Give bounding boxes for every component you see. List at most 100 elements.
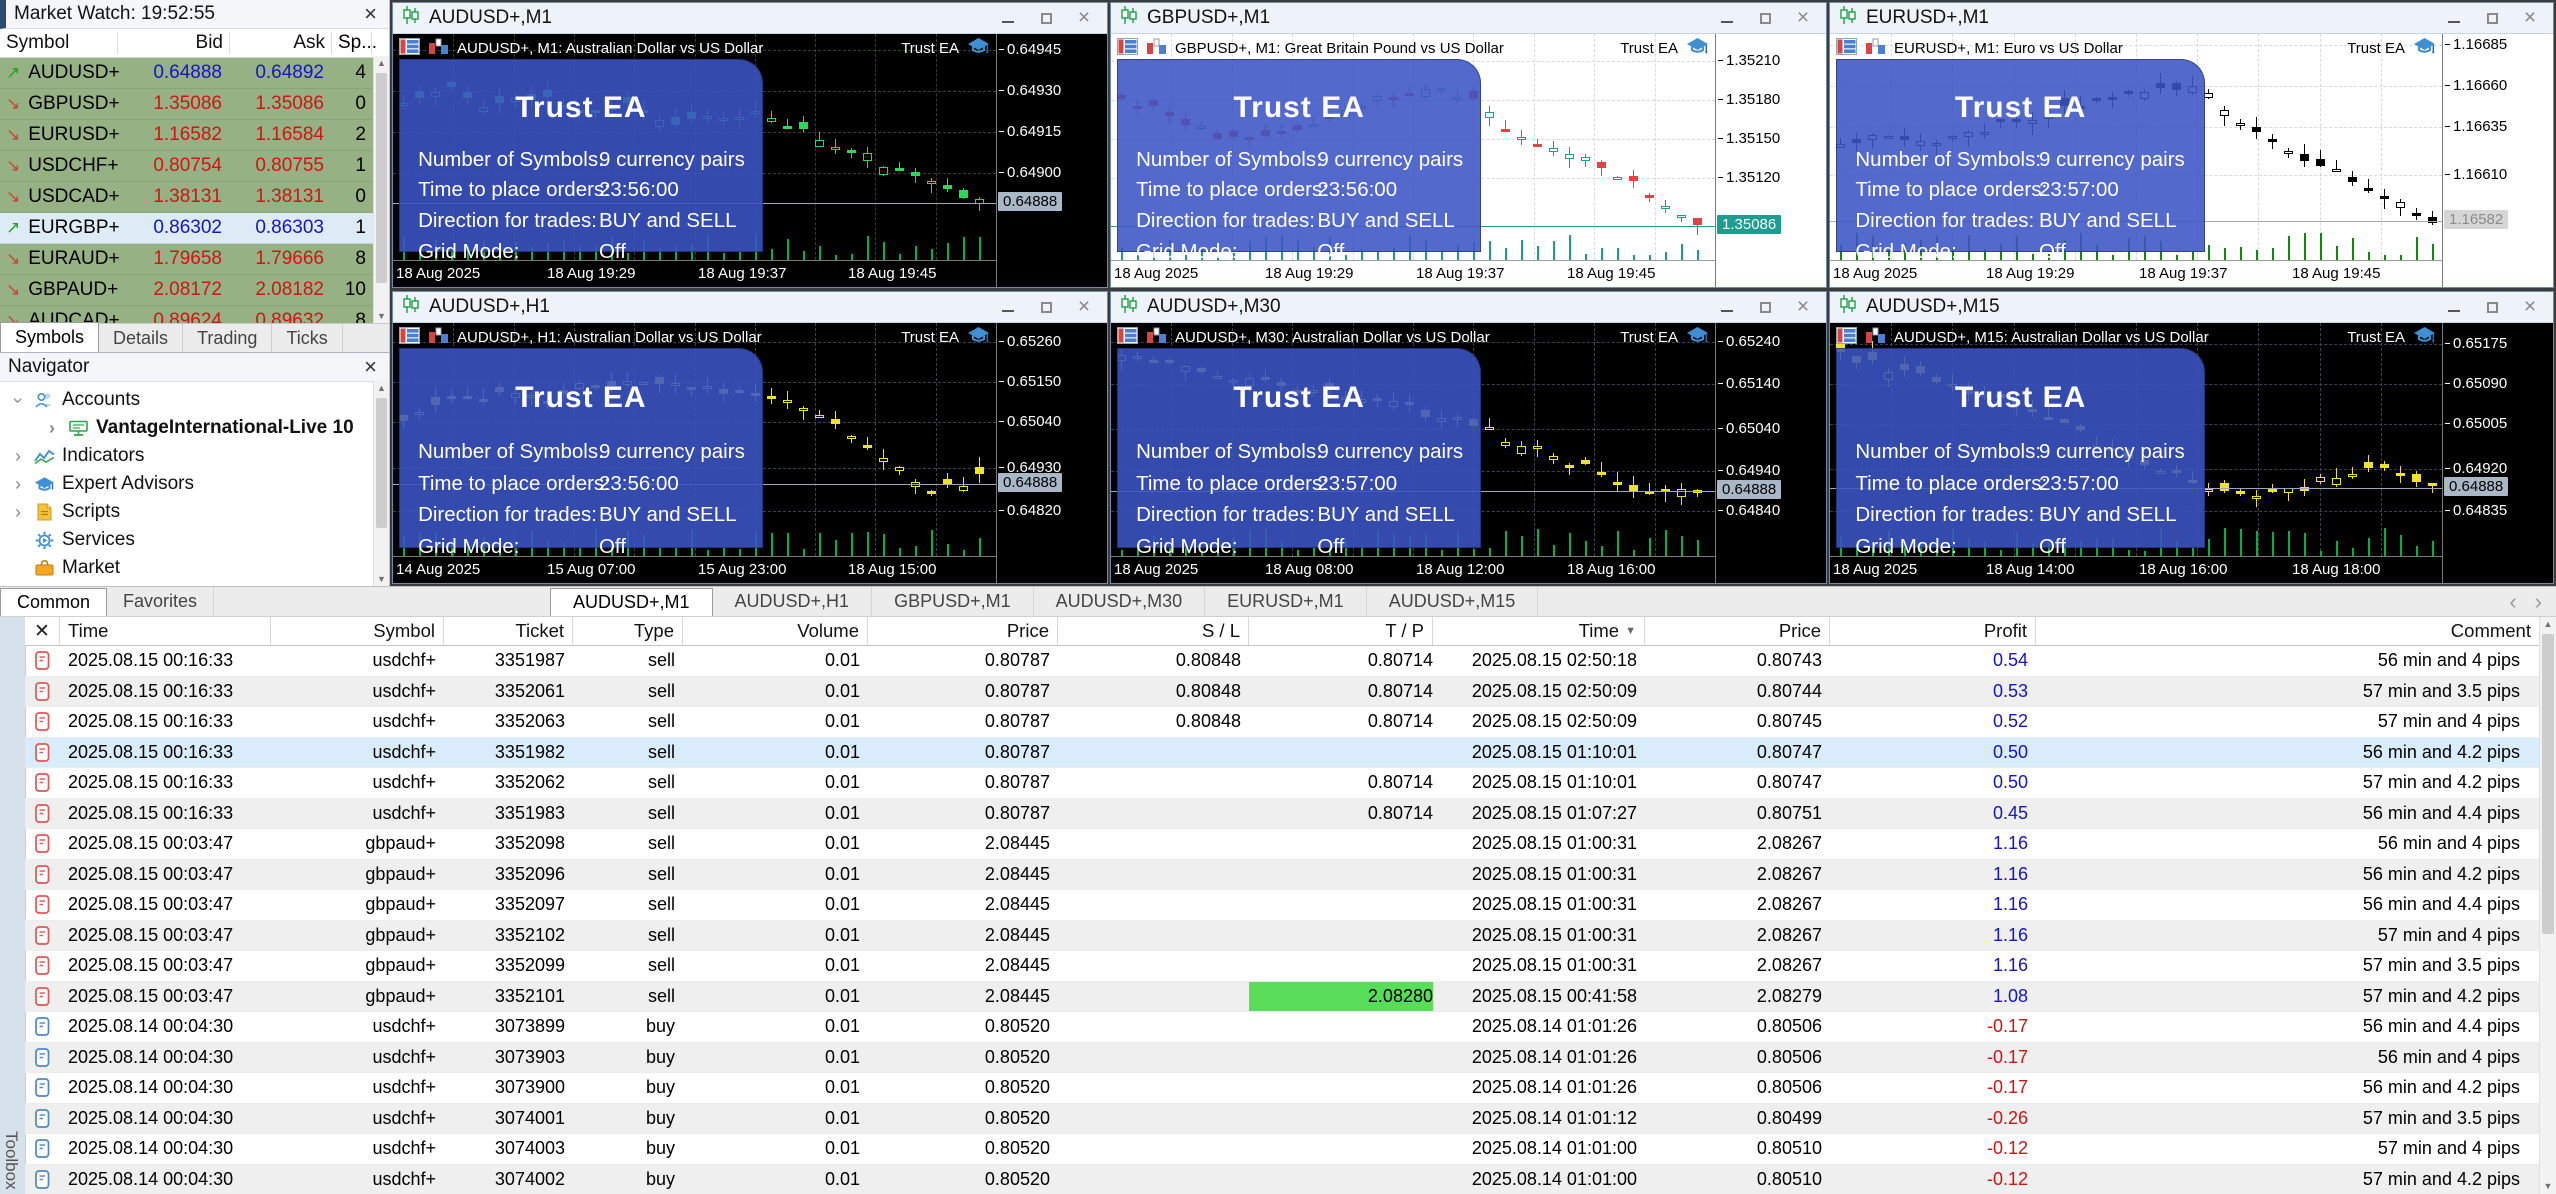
maximize-button[interactable] <box>1750 301 1780 313</box>
history-row[interactable]: 2025.08.15 00:16:33 usdchf+ 3351982 sell 0.0… <box>25 737 2540 768</box>
scroll-up-icon[interactable]: ▲ <box>2543 619 2553 629</box>
tab-ticks[interactable]: Ticks <box>272 324 343 352</box>
history-row[interactable]: 2025.08.14 00:04:30 usdchf+ 3074003 buy 0.01… <box>25 1134 2540 1165</box>
navigator-item-vantageinternational-live-10[interactable]: › VantageInternational-Live 10 <box>0 414 389 442</box>
history-row[interactable]: 2025.08.15 00:03:47 gbpaud+ 3352097 sell 0.0… <box>25 890 2540 921</box>
grid-panel-icon[interactable] <box>399 326 420 348</box>
column-header-profit[interactable]: Profit <box>1830 617 2036 645</box>
history-row[interactable]: 2025.08.15 00:03:47 gbpaud+ 3352098 sell 0.0… <box>25 829 2540 860</box>
history-row[interactable]: 2025.08.15 00:03:47 gbpaud+ 3352102 sell 0.0… <box>25 920 2540 951</box>
chart-plot-area[interactable]: AUDUSD+, M15: Australian Dollar vs US Do… <box>1830 323 2443 556</box>
scrollbar-thumb[interactable] <box>376 73 387 283</box>
chevron-right-icon[interactable]: › <box>49 417 55 438</box>
market-watch-row[interactable]: ↗ EURGBP+ 0.86302 0.86303 1 <box>0 213 389 244</box>
column-header-symbol[interactable]: Symbol <box>271 617 444 645</box>
chart-window-titlebar[interactable]: GBPUSD+,M1 × <box>1111 3 1826 34</box>
column-header-time-close[interactable]: Time ▼ <box>1433 617 1645 645</box>
market-watch-row[interactable]: ↘ GBPAUD+ 2.08172 2.08182 10 <box>0 275 389 306</box>
maximize-button[interactable] <box>2477 12 2507 24</box>
minimize-button[interactable] <box>2439 302 2469 312</box>
close-button[interactable]: × <box>2523 295 2537 318</box>
history-row[interactable]: 2025.08.15 00:03:47 gbpaud+ 3352101 sell 0.0… <box>25 981 2540 1012</box>
minimize-button[interactable] <box>993 13 1023 23</box>
scroll-down-icon[interactable]: ▼ <box>2543 1181 2553 1191</box>
bars-panel-icon[interactable] <box>1865 327 1886 348</box>
close-icon[interactable]: × <box>364 354 377 379</box>
scrollbar-thumb[interactable] <box>2542 634 2554 934</box>
chevron-down-icon[interactable]: › <box>8 397 29 403</box>
grid-panel-icon[interactable] <box>1836 326 1857 348</box>
grid-panel-icon[interactable] <box>1117 37 1138 59</box>
scroll-up-icon[interactable]: ▲ <box>377 58 386 68</box>
minimize-button[interactable] <box>1712 302 1742 312</box>
column-header-bid[interactable]: Bid <box>118 32 230 54</box>
market-watch-row[interactable]: ↘ GBPUSD+ 1.35086 1.35086 0 <box>0 89 389 120</box>
scroll-up-icon[interactable]: ▲ <box>377 383 386 393</box>
column-header-price[interactable]: Price <box>868 617 1058 645</box>
grid-panel-icon[interactable] <box>399 37 420 59</box>
history-row[interactable]: 2025.08.15 00:03:47 gbpaud+ 3352099 sell 0.0… <box>25 951 2540 982</box>
tab-scroll-right-icon[interactable]: › <box>2534 588 2542 614</box>
bars-panel-icon[interactable] <box>428 327 449 348</box>
tab-favorites[interactable]: Favorites <box>107 587 215 616</box>
column-header-symbol[interactable]: Symbol <box>0 32 118 54</box>
column-header-comment[interactable]: Comment <box>2036 617 2540 645</box>
history-row[interactable]: 2025.08.15 00:16:33 usdchf+ 3351983 sell 0.0… <box>25 798 2540 829</box>
chart-window-titlebar[interactable]: AUDUSD+,H1 × <box>393 292 1107 323</box>
history-row[interactable]: 2025.08.15 00:16:33 usdchf+ 3352063 sell 0.0… <box>25 707 2540 738</box>
history-row[interactable]: 2025.08.15 00:16:33 usdchf+ 3351987 sell 0.0… <box>25 646 2540 677</box>
chart-tab-gbpusd-m1[interactable]: GBPUSD+,M1 <box>872 587 1034 616</box>
close-button[interactable]: × <box>2523 6 2537 29</box>
scroll-down-icon[interactable]: ▼ <box>377 574 386 584</box>
market-watch-scrollbar[interactable]: ▲ ▼ <box>373 56 389 324</box>
navigator-scrollbar[interactable]: ▲ ▼ <box>373 381 389 586</box>
history-row[interactable]: 2025.08.14 00:04:30 usdchf+ 3073903 buy 0.01… <box>25 1042 2540 1073</box>
chevron-right-icon[interactable]: › <box>15 445 21 466</box>
chart-tab-audusd-m1[interactable]: AUDUSD+,M1 <box>550 588 713 616</box>
chart-plot-area[interactable]: GBPUSD+, M1: Great Britain Pound vs US D… <box>1111 34 1716 260</box>
grid-panel-icon[interactable] <box>1836 37 1857 59</box>
history-row[interactable]: 2025.08.15 00:03:47 gbpaud+ 3352096 sell 0.0… <box>25 859 2540 890</box>
navigator-item-scripts[interactable]: › Scripts <box>0 498 389 526</box>
maximize-button[interactable] <box>2477 301 2507 313</box>
grid-panel-icon[interactable] <box>1117 326 1138 348</box>
history-row[interactable]: 2025.08.15 00:16:33 usdchf+ 3352062 sell 0.0… <box>25 768 2540 799</box>
close-icon[interactable]: × <box>364 1 377 26</box>
close-button[interactable]: × <box>1077 6 1091 29</box>
maximize-button[interactable] <box>1031 301 1061 313</box>
chart-window-titlebar[interactable]: EURUSD+,M1 × <box>1830 3 2553 34</box>
chart-tab-audusd-h1[interactable]: AUDUSD+,H1 <box>713 587 873 616</box>
market-watch-row[interactable]: ↘ USDCHF+ 0.80754 0.80755 1 <box>0 151 389 182</box>
minimize-button[interactable] <box>1712 13 1742 23</box>
navigator-item-indicators[interactable]: › Indicators <box>0 442 389 470</box>
chart-plot-area[interactable]: EURUSD+, M1: Euro vs US Dollar Trust EA Tr… <box>1830 34 2443 260</box>
market-watch-row[interactable]: ↘ USDCAD+ 1.38131 1.38131 0 <box>0 182 389 213</box>
column-header-sp[interactable]: Sp... <box>332 32 377 54</box>
history-row[interactable]: 2025.08.14 00:04:30 usdchf+ 3074002 buy 0.01… <box>25 1164 2540 1194</box>
navigator-item-market[interactable]: Market <box>0 554 389 582</box>
column-header-tp[interactable]: T / P <box>1249 617 1433 645</box>
market-watch-row[interactable]: ↘ EURUSD+ 1.16582 1.16584 2 <box>0 120 389 151</box>
navigator-item-services[interactable]: Services <box>0 526 389 554</box>
chart-plot-area[interactable]: AUDUSD+, H1: Australian Dollar vs US Dol… <box>393 323 997 556</box>
bars-panel-icon[interactable] <box>1865 38 1886 59</box>
history-row[interactable]: 2025.08.15 00:16:33 usdchf+ 3352061 sell 0.0… <box>25 676 2540 707</box>
chevron-right-icon[interactable]: › <box>15 501 21 522</box>
chart-plot-area[interactable]: AUDUSD+, M1: Australian Dollar vs US Dol… <box>393 34 997 260</box>
market-watch-row[interactable]: ↗ AUDUSD+ 0.64888 0.64892 4 <box>0 58 389 89</box>
column-header-ask[interactable]: Ask <box>230 32 332 54</box>
tab-scroll-left-icon[interactable]: ‹ <box>2509 588 2517 614</box>
market-watch-row[interactable]: ↘ EURAUD+ 1.79658 1.79666 8 <box>0 244 389 275</box>
close-button[interactable]: × <box>1796 6 1810 29</box>
tab-symbols[interactable]: Symbols <box>0 322 100 352</box>
bars-panel-icon[interactable] <box>1146 327 1167 348</box>
chart-window-titlebar[interactable]: AUDUSD+,M1 × <box>393 3 1107 34</box>
chart-tab-eurusd-m1[interactable]: EURUSD+,M1 <box>1205 587 1367 616</box>
tab-details[interactable]: Details <box>99 324 184 352</box>
column-header-price[interactable]: Price <box>1645 617 1830 645</box>
chart-tab-audusd-m15[interactable]: AUDUSD+,M15 <box>1367 587 1539 616</box>
navigator-item-accounts[interactable]: › Accounts <box>0 386 389 414</box>
chevron-right-icon[interactable]: › <box>15 473 21 494</box>
tab-common[interactable]: Common <box>0 588 108 616</box>
minimize-button[interactable] <box>2439 13 2469 23</box>
